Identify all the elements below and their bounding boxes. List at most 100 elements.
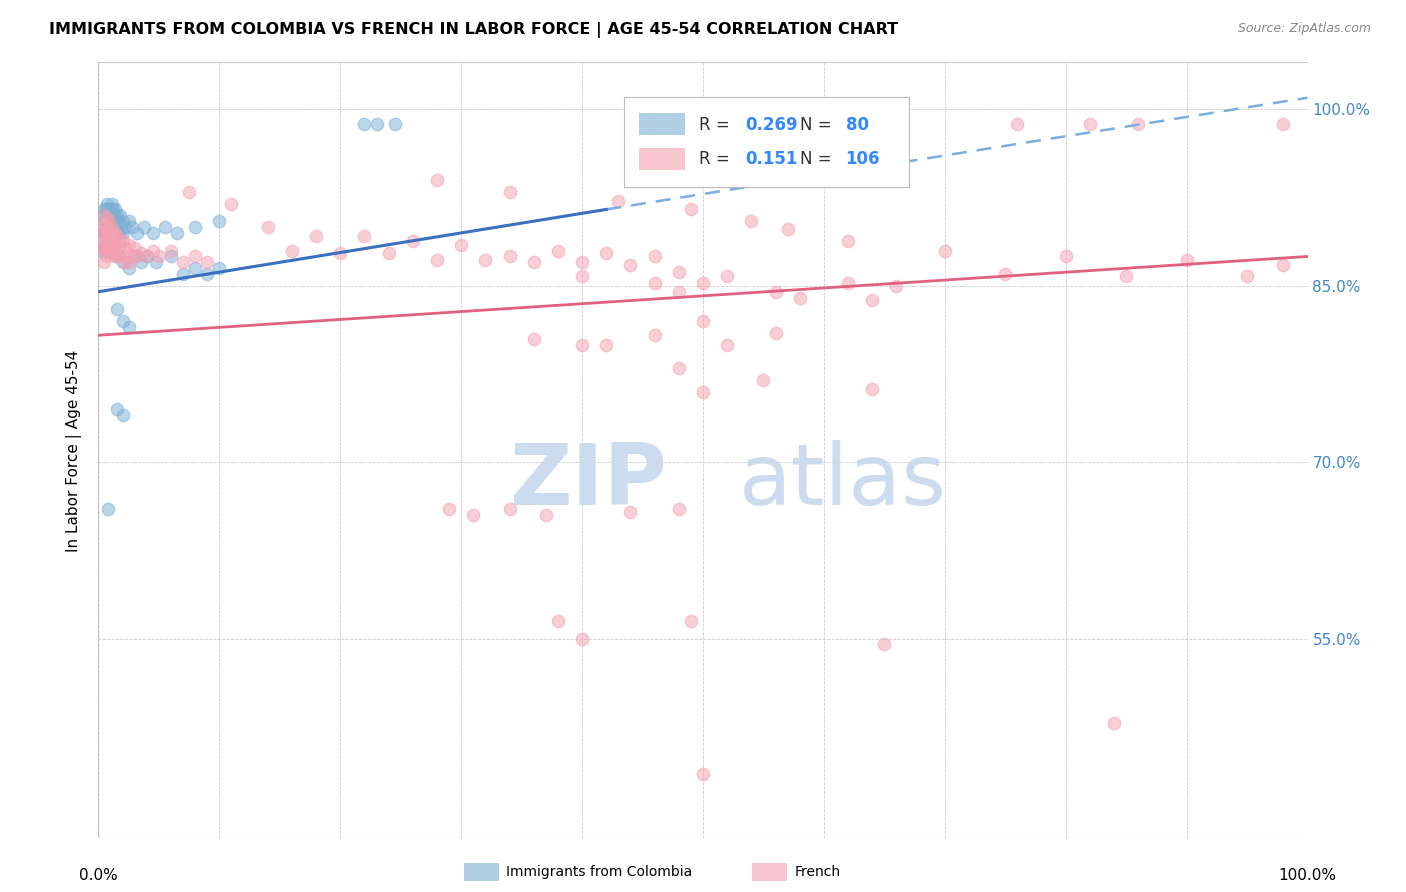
Point: [101, 202, 124, 217]
Point: [105, 250, 128, 264]
Point: [100, 226, 122, 240]
Point: [886, 278, 908, 293]
Point: [91, 241, 114, 255]
Point: [1175, 252, 1198, 267]
Point: [644, 277, 666, 291]
Point: [91, 218, 114, 232]
Point: [97, 502, 120, 516]
Point: [104, 226, 127, 240]
Point: [104, 214, 127, 228]
Point: [873, 637, 896, 651]
Point: [96, 208, 118, 222]
Point: [534, 508, 557, 522]
Text: 0.269: 0.269: [745, 116, 799, 134]
Point: [571, 269, 593, 284]
Point: [105, 208, 128, 222]
Point: [789, 291, 811, 305]
Text: R =: R =: [699, 151, 735, 169]
Point: [97, 214, 120, 228]
Point: [1007, 117, 1029, 131]
Point: [121, 220, 143, 235]
Text: atlas: atlas: [740, 440, 948, 523]
Point: [256, 220, 278, 235]
Text: Immigrants from Colombia: Immigrants from Colombia: [506, 865, 692, 880]
Point: [100, 244, 122, 258]
Point: [195, 267, 218, 281]
Point: [1236, 269, 1258, 284]
Point: [179, 185, 201, 199]
Point: [97, 226, 120, 240]
Point: [135, 250, 157, 264]
Point: [668, 285, 690, 299]
Point: [142, 226, 165, 240]
Point: [716, 269, 738, 284]
Point: [172, 267, 194, 281]
Point: [107, 214, 129, 228]
Point: [716, 337, 738, 351]
Point: [100, 220, 122, 235]
Point: [377, 246, 399, 260]
Point: [860, 382, 883, 396]
Point: [96, 220, 118, 235]
Point: [105, 402, 128, 417]
Point: [121, 250, 143, 264]
Point: [765, 285, 787, 299]
Point: [129, 255, 152, 269]
Point: [108, 237, 131, 252]
Point: [1272, 117, 1295, 131]
Point: [498, 250, 520, 264]
Point: [94, 218, 117, 232]
Point: [96, 246, 118, 260]
Point: [93, 241, 115, 255]
Point: [127, 226, 149, 240]
Point: [94, 202, 117, 217]
Text: R =: R =: [699, 116, 735, 134]
Point: [607, 194, 630, 209]
Point: [111, 250, 134, 264]
Point: [692, 277, 714, 291]
Point: [692, 767, 714, 781]
Point: [184, 220, 207, 235]
Point: [142, 244, 165, 258]
Text: 80: 80: [845, 116, 869, 134]
Point: [91, 237, 114, 252]
Point: [111, 314, 134, 328]
Point: [107, 226, 129, 240]
Point: [98, 229, 121, 244]
Point: [668, 361, 690, 376]
Point: [91, 244, 114, 258]
Point: [837, 234, 859, 248]
Point: [366, 117, 388, 131]
Point: [619, 258, 641, 272]
Point: [329, 246, 352, 260]
Point: [101, 226, 124, 240]
Point: [498, 185, 520, 199]
Point: [100, 208, 122, 222]
Point: [547, 244, 569, 258]
Point: [153, 220, 176, 235]
Point: [104, 250, 127, 264]
Point: [776, 222, 799, 236]
Point: [124, 250, 146, 264]
Point: [127, 250, 149, 264]
Point: [644, 250, 666, 264]
Point: [160, 250, 183, 264]
Point: [118, 261, 141, 276]
Point: [97, 241, 120, 255]
Text: 106: 106: [845, 151, 880, 169]
Point: [134, 220, 156, 235]
Point: [148, 250, 170, 264]
Point: [353, 117, 375, 131]
Text: 0.151: 0.151: [745, 151, 797, 169]
Point: [426, 173, 449, 187]
Point: [101, 226, 124, 240]
Point: [160, 244, 183, 258]
Point: [111, 226, 134, 240]
Point: [281, 244, 304, 258]
Text: ZIP: ZIP: [509, 440, 666, 523]
Point: [692, 384, 714, 399]
Point: [172, 255, 194, 269]
Point: [97, 222, 120, 236]
Point: [765, 326, 787, 340]
Point: [426, 252, 449, 267]
